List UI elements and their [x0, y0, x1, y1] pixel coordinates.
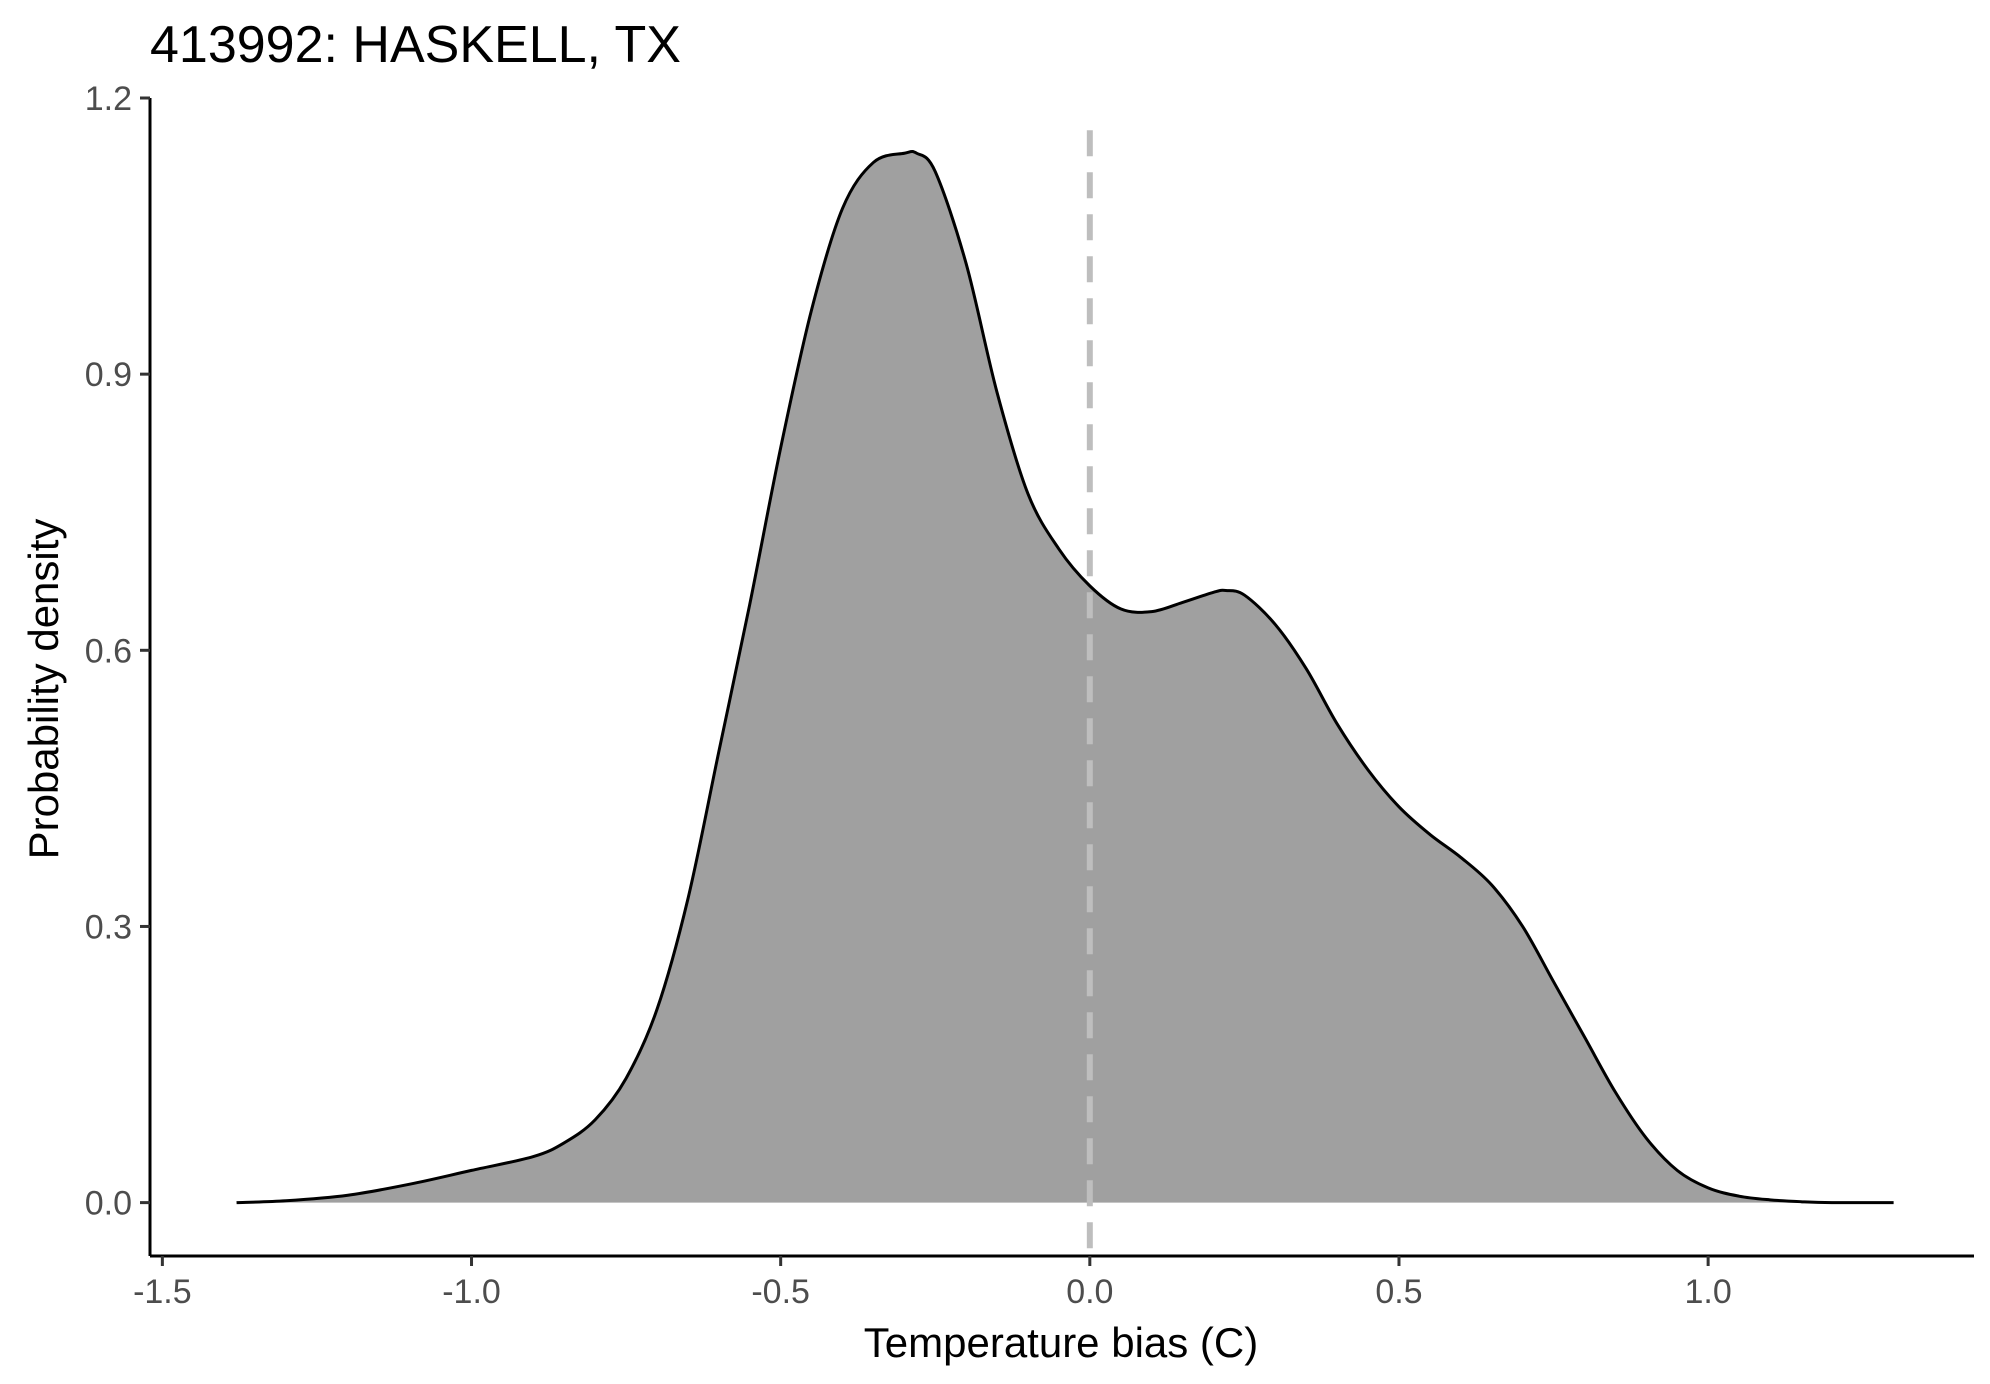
- x-tick-label: 0.0: [1066, 1273, 1113, 1311]
- plot-area: [236, 130, 1894, 1256]
- y-tick-label: 0.0: [85, 1185, 132, 1223]
- density-area: [236, 151, 1894, 1203]
- axes: -1.5 -1.0 -0.5 0.0 0.5 1.0 0.0 0.3 0.6 0.9 1.2: [85, 80, 1974, 1311]
- x-tick-label: -0.5: [751, 1273, 810, 1311]
- y-tick-label: 0.3: [85, 908, 132, 946]
- chart-title: 413992: HASKELL, TX: [150, 16, 681, 74]
- x-tick-label: 0.5: [1375, 1273, 1422, 1311]
- x-tick-label: 1.0: [1684, 1273, 1731, 1311]
- y-tick-label: 1.2: [85, 80, 132, 118]
- y-tick-label: 0.9: [85, 356, 132, 394]
- density-curve: [236, 149, 1894, 1205]
- y-axis-title: Probability density: [20, 519, 67, 860]
- y-tick-label: 0.6: [85, 632, 132, 670]
- x-tick-label: -1.0: [442, 1273, 501, 1311]
- x-axis-title: Temperature bias (C): [864, 1319, 1258, 1366]
- x-tick-label: -1.5: [133, 1273, 192, 1311]
